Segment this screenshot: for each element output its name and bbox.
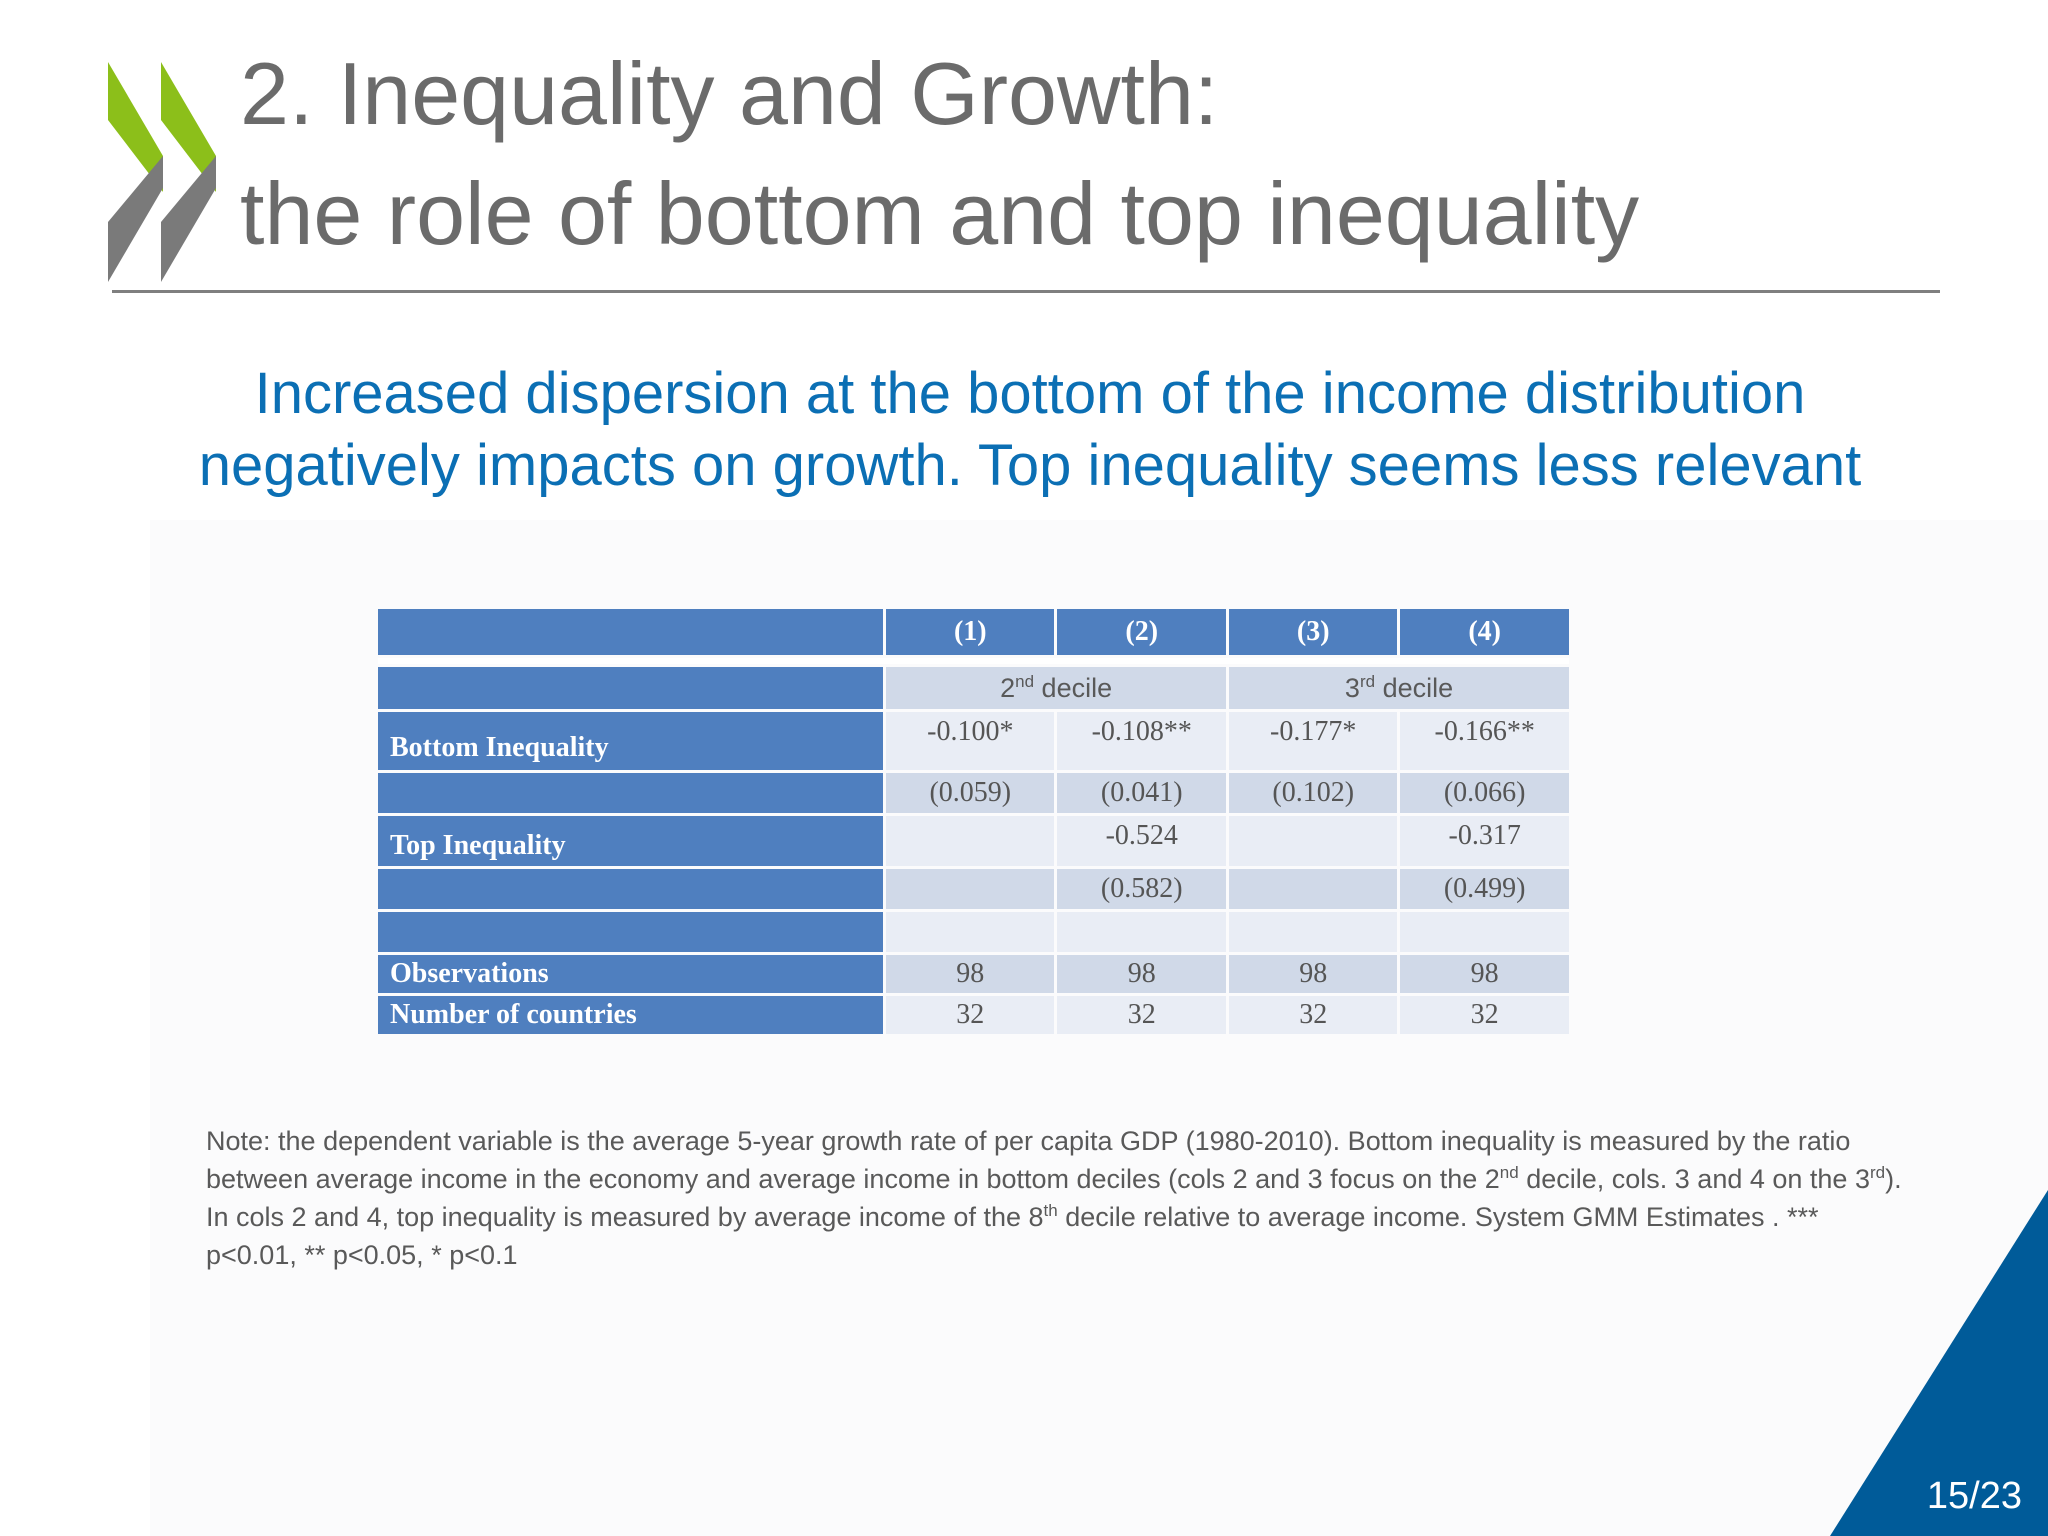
top-coef-4: -0.317 <box>1400 816 1569 866</box>
header-spacer-row <box>378 658 1569 664</box>
row-label-empty <box>378 912 884 952</box>
slide-subtitle: Increased dispersion at the bottom of th… <box>80 358 1980 502</box>
decile-row-label <box>378 667 884 709</box>
row-label-top-se <box>378 869 884 909</box>
page-number: 15/23 <box>1926 1475 2022 1517</box>
table-row-empty <box>378 912 1569 952</box>
table-header-blank <box>378 609 884 655</box>
table-row: Bottom Inequality -0.100* -0.108** -0.17… <box>378 712 1569 770</box>
table-note: Note: the dependent variable is the aver… <box>206 1126 1902 1270</box>
bottom-se-4: (0.066) <box>1400 773 1569 813</box>
top-se-4: (0.499) <box>1400 869 1569 909</box>
title-divider <box>112 290 1940 293</box>
observations-3: 98 <box>1229 955 1398 993</box>
top-coef-3 <box>1229 816 1398 866</box>
top-se-1 <box>886 869 1055 909</box>
table-row: Top Inequality -0.524 -0.317 <box>378 816 1569 866</box>
table-row: (0.582) (0.499) <box>378 869 1569 909</box>
decile-row: 2nd decile 3rd decile <box>378 667 1569 709</box>
table-row: Number of countries 32 32 32 32 <box>378 996 1569 1034</box>
corner-triangle-decoration <box>1830 1190 2048 1536</box>
bottom-coef-4: -0.166** <box>1400 712 1569 770</box>
decile-group-2nd: 2nd decile <box>886 667 1227 709</box>
bottom-se-3: (0.102) <box>1229 773 1398 813</box>
top-coef-1 <box>886 816 1055 866</box>
row-label-observations: Observations <box>378 955 884 993</box>
decile-group-3rd: 3rd decile <box>1229 667 1569 709</box>
countries-3: 32 <box>1229 996 1398 1034</box>
oecd-chevrons-logo <box>108 62 216 282</box>
bottom-se-2: (0.041) <box>1057 773 1227 813</box>
observations-4: 98 <box>1400 955 1569 993</box>
bottom-coef-2: -0.108** <box>1057 712 1227 770</box>
countries-1: 32 <box>886 996 1055 1034</box>
table-header-row: (1) (2) (3) (4) <box>378 609 1569 655</box>
top-coef-2: -0.524 <box>1057 816 1227 866</box>
bottom-se-1: (0.059) <box>886 773 1055 813</box>
top-se-2: (0.582) <box>1057 869 1227 909</box>
col-header-3: (3) <box>1229 609 1398 655</box>
table-row: (0.059) (0.041) (0.102) (0.066) <box>378 773 1569 813</box>
col-header-2: (2) <box>1057 609 1227 655</box>
row-label-top-inequality: Top Inequality <box>378 816 884 866</box>
slide-title-line1: 2. Inequality and Growth: <box>240 44 1219 143</box>
countries-4: 32 <box>1400 996 1569 1034</box>
bottom-coef-3: -0.177* <box>1229 712 1398 770</box>
slide-subtitle-line1: Increased dispersion at the bottom of th… <box>254 361 1806 426</box>
observations-2: 98 <box>1057 955 1227 993</box>
observations-1: 98 <box>886 955 1055 993</box>
row-label-countries: Number of countries <box>378 996 884 1034</box>
slide-title: 2. Inequality and Growth: the role of bo… <box>240 34 2020 274</box>
col-header-4: (4) <box>1400 609 1569 655</box>
table-row: Observations 98 98 98 98 <box>378 955 1569 993</box>
bottom-coef-1: -0.100* <box>886 712 1055 770</box>
slide-subtitle-line2: negatively impacts on growth. Top inequa… <box>198 433 1862 498</box>
row-label-bottom-inequality: Bottom Inequality <box>378 712 884 770</box>
countries-2: 32 <box>1057 996 1227 1034</box>
col-header-1: (1) <box>886 609 1055 655</box>
row-label-bottom-se <box>378 773 884 813</box>
slide-title-line2: the role of bottom and top inequality <box>240 164 1640 263</box>
regression-table: (1) (2) (3) (4) 2nd decile 3rd decile Bo… <box>375 606 1572 1037</box>
top-se-3 <box>1229 869 1398 909</box>
